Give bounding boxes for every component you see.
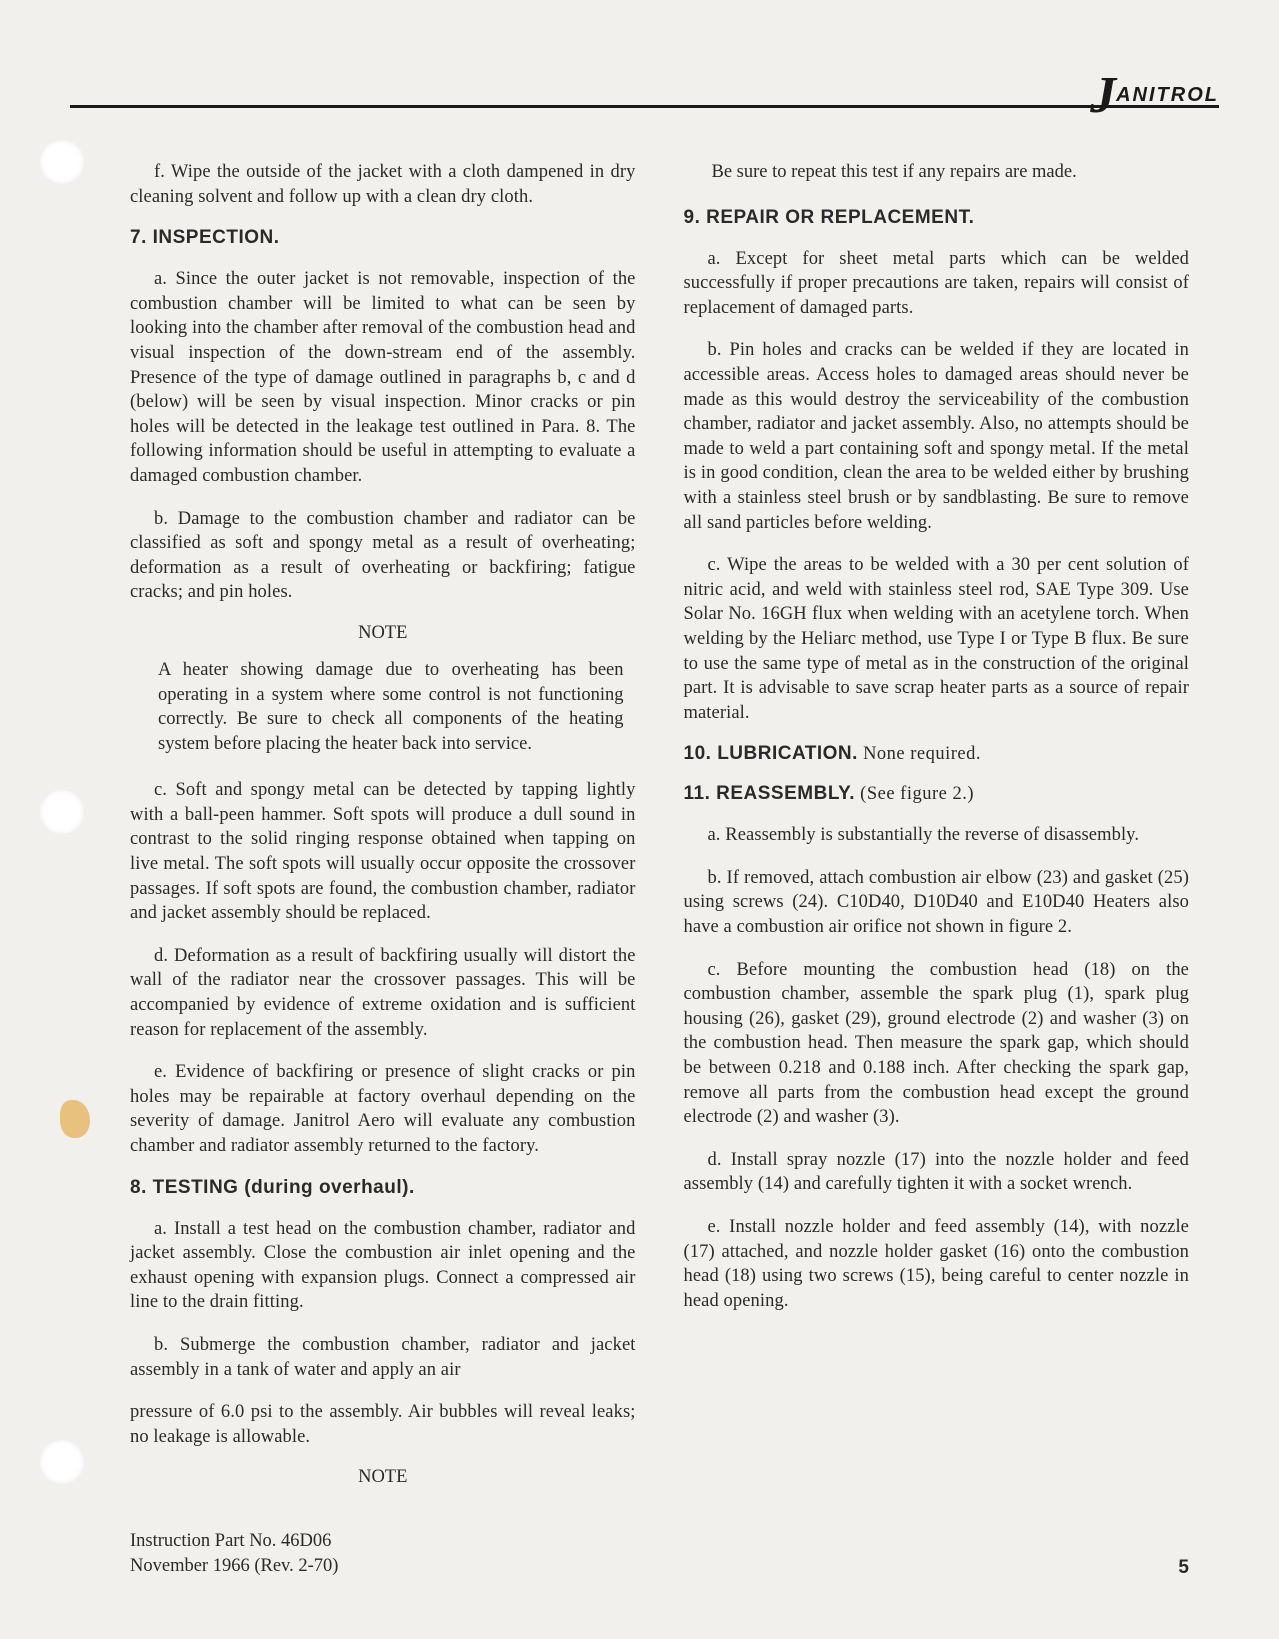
heading-11-num: 11. REASSEMBLY.	[684, 783, 856, 804]
heading-10-rest: None required.	[858, 744, 981, 764]
para-11c: c. Before mounting the combustion head (…	[684, 958, 1190, 1130]
note-label: NOTE	[130, 623, 636, 644]
body-columns: f. Wipe the outside of the jacket with a…	[130, 160, 1189, 1509]
note-label: NOTE	[130, 1467, 636, 1488]
heading-10-num: 10. LUBRICATION.	[684, 743, 858, 764]
heading-8: 8. TESTING (during overhaul).	[130, 1177, 636, 1199]
para-9b: b. Pin holes and cracks can be welded if…	[684, 338, 1190, 535]
para-8b-cont: pressure of 6.0 psi to the assembly. Air…	[130, 1400, 636, 1449]
para-11b: b. If removed, attach combustion air elb…	[684, 866, 1190, 940]
punch-hole	[40, 1440, 84, 1484]
logo-j: J	[1090, 80, 1116, 111]
header-rule	[70, 105, 1219, 108]
punch-hole	[40, 140, 84, 184]
paper-tear	[60, 1100, 90, 1138]
para-9c: c. Wipe the areas to be welded with a 30…	[684, 553, 1190, 725]
para-11d: d. Install spray nozzle (17) into the no…	[684, 1148, 1190, 1197]
para-11e: e. Install nozzle holder and feed assemb…	[684, 1215, 1190, 1313]
para-7a: a. Since the outer jacket is not removab…	[130, 267, 636, 488]
para-7c: c. Soft and spongy metal can be detected…	[130, 778, 636, 926]
para-11a: a. Reassembly is substantially the rever…	[684, 823, 1190, 848]
footer-instruction: Instruction Part No. 46D06	[130, 1529, 338, 1554]
footer-date: November 1966 (Rev. 2-70)	[130, 1554, 338, 1579]
brand-logo: J ANITROL	[1090, 80, 1219, 111]
heading-11: 11. REASSEMBLY. (See figure 2.)	[684, 783, 1190, 805]
heading-10: 10. LUBRICATION. None required.	[684, 743, 1190, 765]
page-number: 5	[1178, 1557, 1189, 1579]
para-8b: b. Submerge the combustion chamber, radi…	[130, 1333, 636, 1382]
para-7d: d. Deformation as a result of backfiring…	[130, 944, 636, 1042]
note-body: Be sure to repeat this test if any repai…	[712, 160, 1178, 185]
para-7e: e. Evidence of backfiring or presence of…	[130, 1060, 636, 1158]
heading-9: 9. REPAIR OR REPLACEMENT.	[684, 207, 1190, 229]
para-8a: a. Install a test head on the combustion…	[130, 1217, 636, 1315]
footer: Instruction Part No. 46D06 November 1966…	[130, 1529, 1189, 1579]
para-9a: a. Except for sheet metal parts which ca…	[684, 247, 1190, 321]
para-7b: b. Damage to the combustion chamber and …	[130, 507, 636, 605]
heading-7: 7. INSPECTION.	[130, 227, 636, 249]
note-body: A heater showing damage due to overheati…	[158, 658, 624, 756]
punch-hole	[40, 790, 84, 834]
logo-text: ANITROL	[1116, 84, 1219, 111]
footer-left: Instruction Part No. 46D06 November 1966…	[130, 1529, 338, 1579]
page: J ANITROL f. Wipe the outside of the jac…	[70, 50, 1219, 1589]
heading-11-rest: (See figure 2.)	[855, 784, 974, 804]
para-7f: f. Wipe the outside of the jacket with a…	[130, 160, 636, 209]
